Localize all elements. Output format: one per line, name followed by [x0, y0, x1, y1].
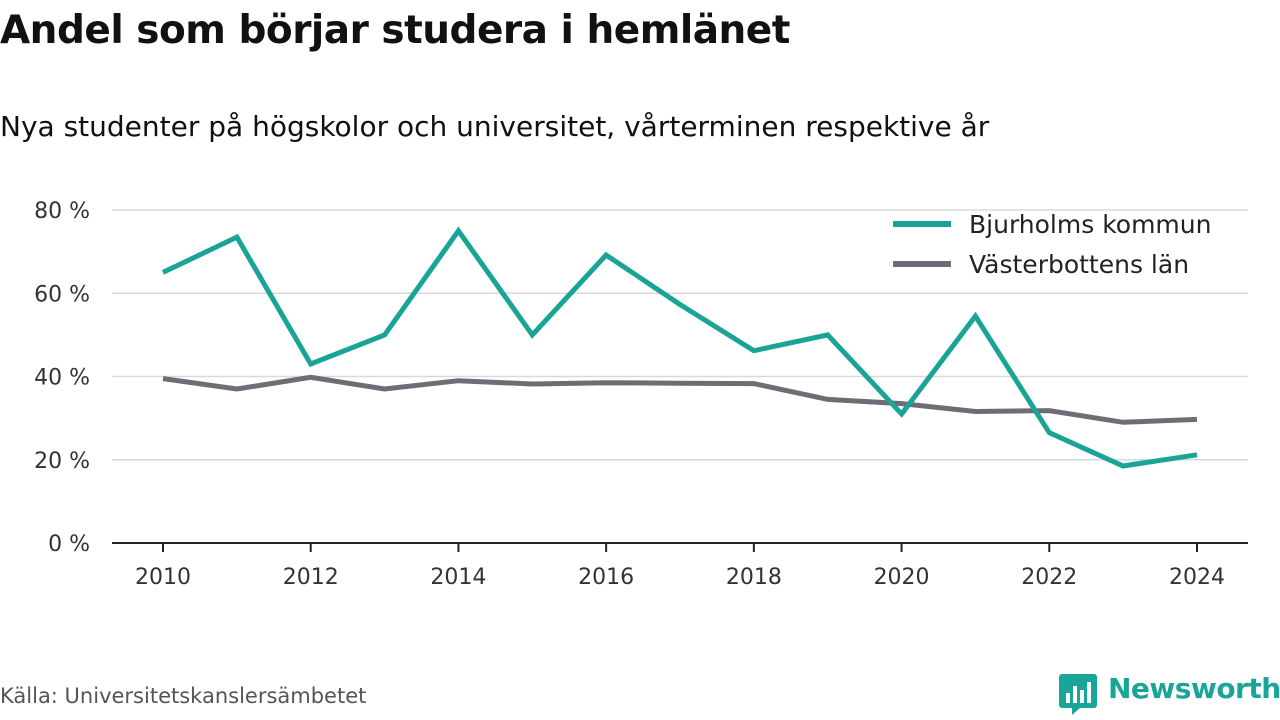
x-tick-label: 2014 — [430, 565, 486, 590]
x-tick-label: 2020 — [874, 565, 930, 590]
y-tick-label: 40 % — [34, 366, 90, 391]
legend-label: Västerbottens län — [969, 250, 1189, 279]
newsworthy-logo-icon — [1059, 674, 1097, 715]
x-tick-label: 2022 — [1021, 565, 1077, 590]
chart-title: Andel som börjar studera i hemlänet — [0, 8, 790, 53]
y-tick-label: 20 % — [34, 449, 90, 474]
brand-name: Newsworthy — [1108, 672, 1280, 705]
series-line-bjurholms-kommun — [161, 226, 1198, 469]
line-chart: 0 % 20 % 40 % 60 % 80 % 2010 2012 2014 2016 2018 2… — [34, 199, 1248, 590]
chart-subtitle: Nya studenter på högskolor och universit… — [0, 110, 990, 143]
x-tick-label: 2024 — [1169, 565, 1225, 590]
axis-layer: 0 % 20 % 40 % 60 % 80 % 2010 2012 2014 2016 2018 2… — [34, 199, 1248, 590]
x-tick-label: 2012 — [283, 565, 339, 590]
legend: Bjurholms kommun Västerbottens län — [893, 210, 1211, 279]
y-tick-label: 0 % — [48, 532, 90, 557]
series-layer — [161, 226, 1198, 469]
x-tick-label: 2018 — [726, 565, 782, 590]
y-tick-label: 60 % — [34, 282, 90, 307]
source-note: Källa: Universitetskanslersämbetet — [0, 684, 367, 708]
x-tick-label: 2016 — [578, 565, 634, 590]
series-line-vasterbottens-lan — [162, 374, 1198, 425]
grid-layer — [112, 209, 1248, 461]
x-tick-label: 2010 — [135, 565, 191, 590]
legend-label: Bjurholms kommun — [969, 210, 1211, 239]
y-tick-label: 80 % — [34, 199, 90, 224]
